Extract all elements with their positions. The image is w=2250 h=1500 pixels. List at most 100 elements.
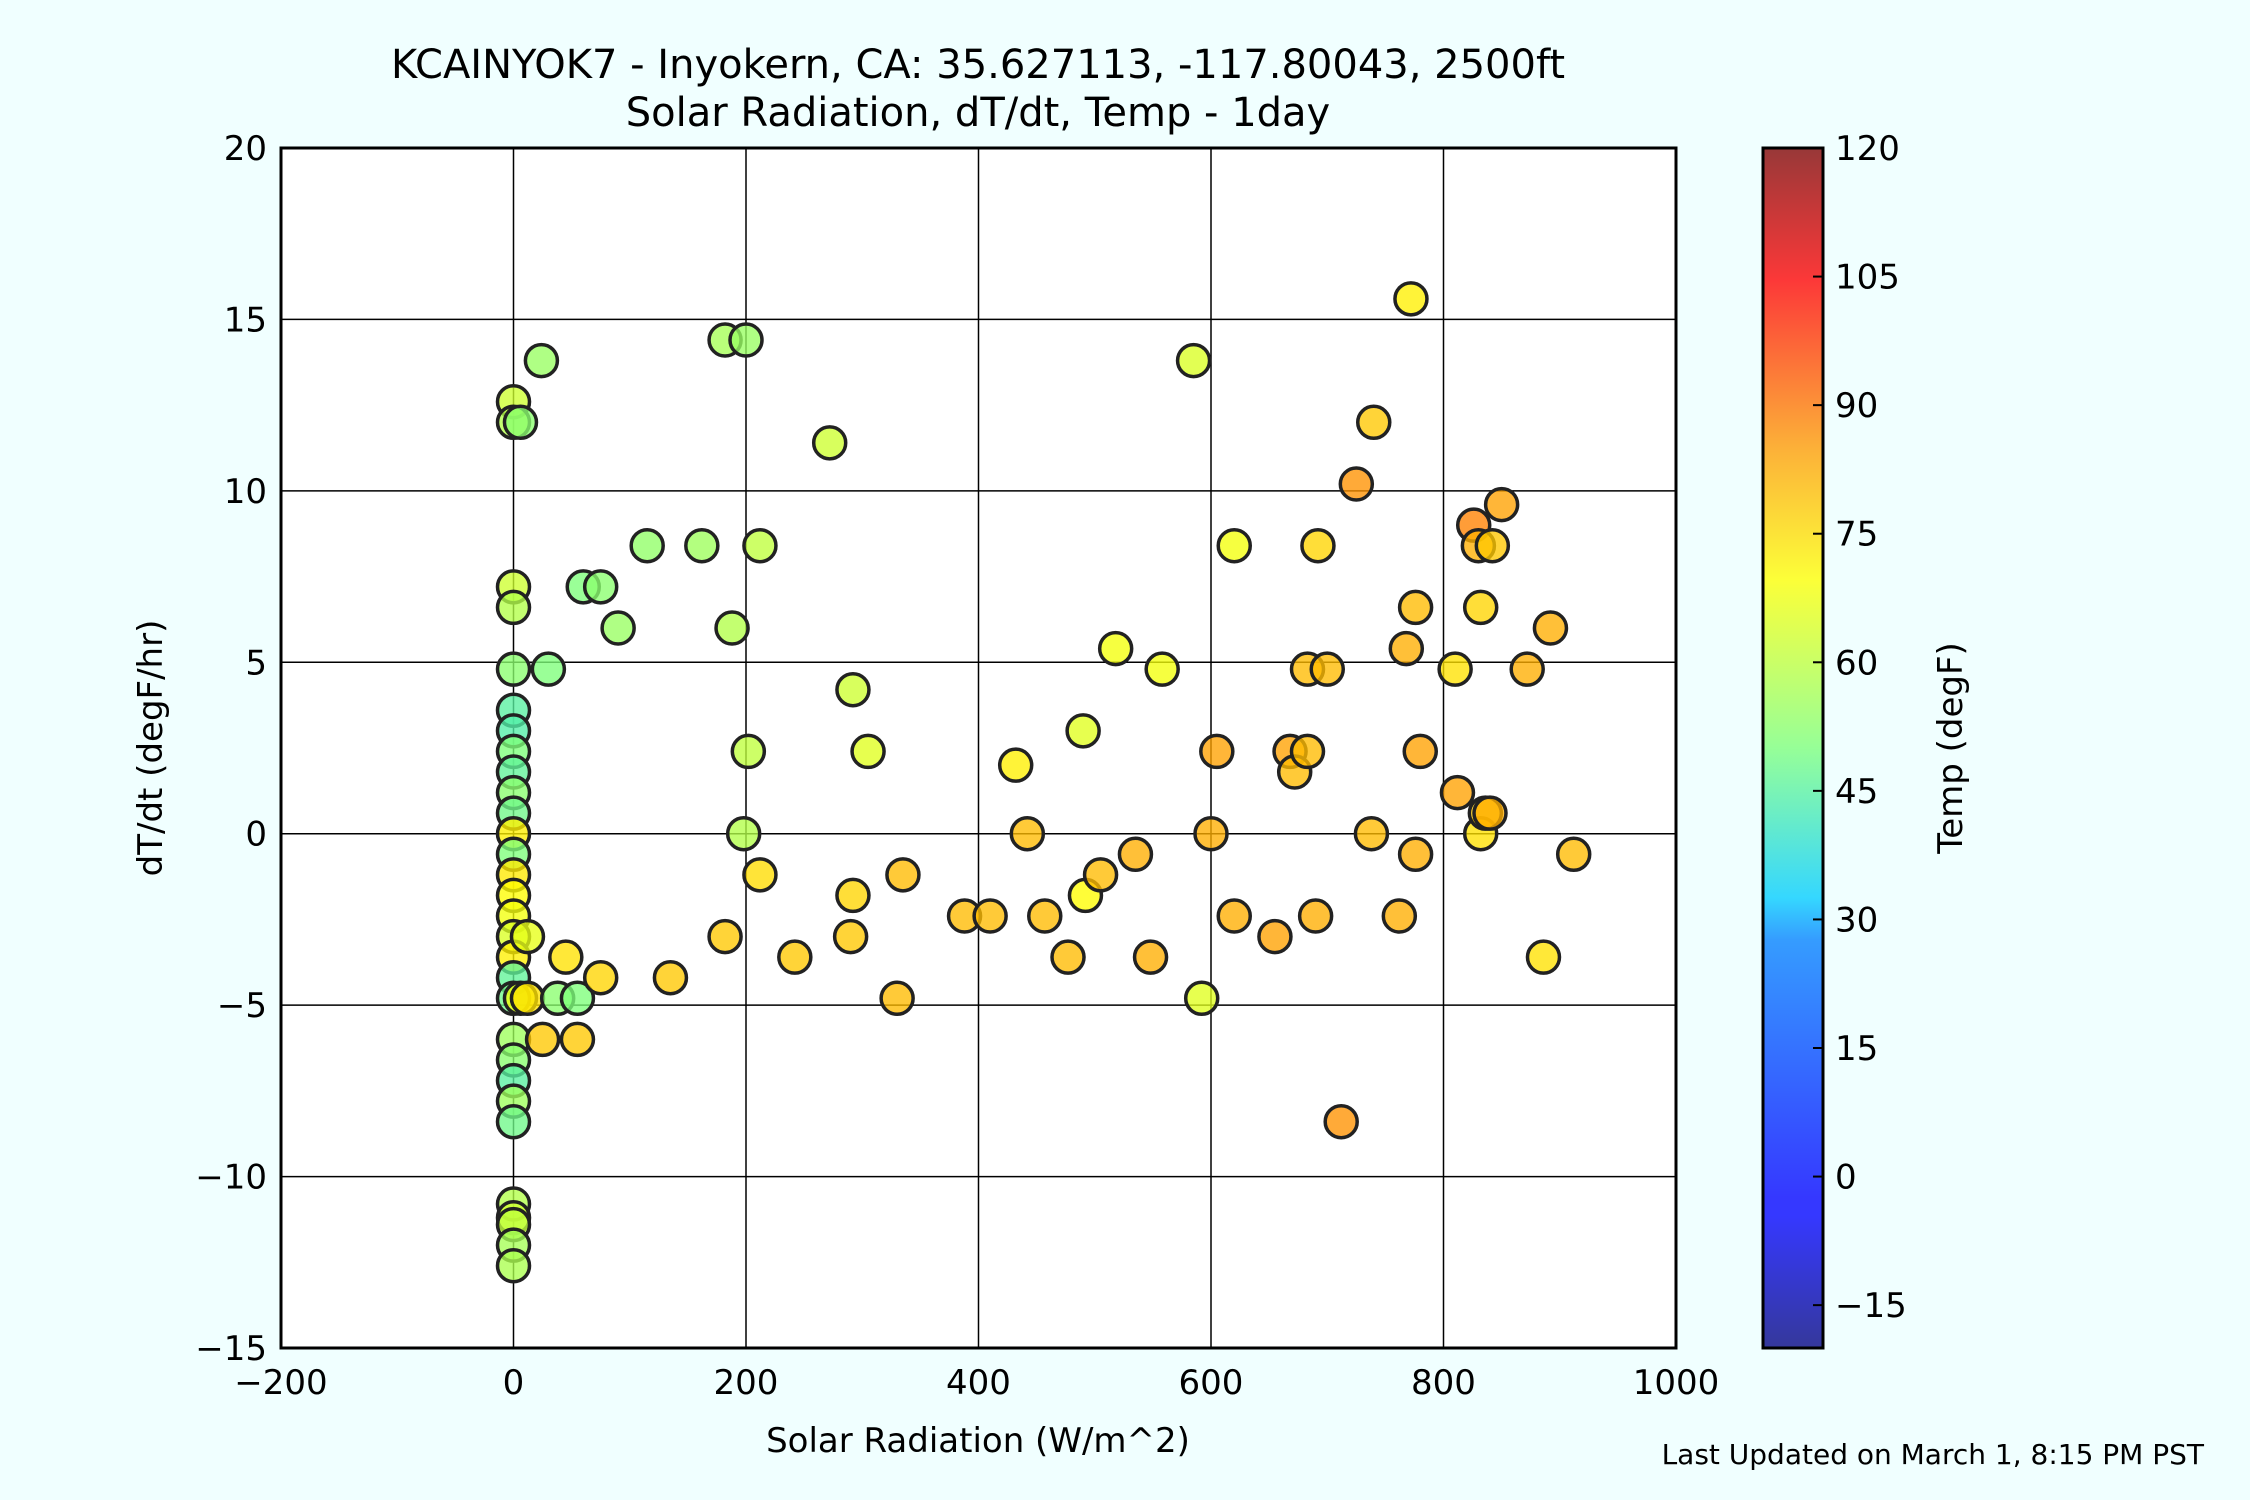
data-point (972, 898, 1008, 934)
data-point (1297, 898, 1334, 934)
colorbar-tick-label: 75 (1835, 515, 1878, 555)
data-point (652, 959, 689, 996)
data-point (811, 425, 848, 461)
data-point (707, 918, 743, 955)
data-point (1462, 589, 1499, 626)
data-point (1097, 630, 1134, 667)
data-point (1397, 836, 1434, 873)
data-point (559, 980, 596, 1017)
data-point (742, 857, 778, 893)
colorbar-tick-label: 120 (1835, 129, 1900, 169)
data-point (1397, 589, 1434, 626)
data-point (832, 918, 869, 955)
data-point (1353, 815, 1390, 852)
data-point (1027, 898, 1063, 934)
data-point (1402, 733, 1438, 770)
y-tick-label: −10 (195, 1158, 267, 1198)
data-point (997, 747, 1034, 783)
chart-title: KCAINYOK7 - Inyokern, CA: 35.627113, -11… (391, 42, 1565, 88)
colorbar-tick-label: 30 (1835, 900, 1878, 940)
data-point (1388, 630, 1425, 667)
colorbar (1761, 146, 1825, 1350)
data-point (1117, 836, 1154, 873)
data-point (1183, 980, 1220, 1017)
colorbar-tick-label: 90 (1835, 386, 1878, 426)
y-tick-label: 5 (245, 643, 267, 683)
data-points (495, 281, 1592, 1284)
data-point (879, 980, 915, 1017)
data-point (1065, 713, 1101, 749)
data-point (495, 1103, 532, 1140)
y-tick-label: 10 (224, 472, 267, 512)
colorbar-label: Temp (degF) (1931, 642, 1971, 855)
data-point (1309, 651, 1345, 687)
colorbar-tick-label: 0 (1835, 1158, 1857, 1198)
colorbar-tick-label: −15 (1835, 1286, 1907, 1326)
data-point (1257, 918, 1293, 955)
x-tick-label: 800 (1411, 1363, 1476, 1403)
colorbar-tick-label: 15 (1835, 1029, 1878, 1069)
data-point (1483, 486, 1520, 523)
data-point (728, 322, 764, 358)
colorbar-tick-label: 45 (1835, 772, 1878, 812)
data-point (509, 980, 546, 1017)
y-tick-label: −5 (217, 986, 267, 1026)
data-point (835, 671, 871, 708)
data-point (502, 404, 539, 441)
x-tick-label: 0 (503, 1363, 525, 1403)
y-tick-label: 15 (224, 300, 267, 340)
data-point (885, 857, 921, 893)
data-point (495, 651, 532, 687)
data-point (835, 877, 871, 914)
y-tick-label: 20 (224, 129, 267, 169)
colorbar-tick-label: 60 (1835, 643, 1878, 683)
y-tick-label: −15 (195, 1329, 267, 1369)
data-point (1199, 733, 1235, 770)
data-point (1193, 815, 1229, 852)
data-point (530, 651, 567, 687)
data-point (1437, 651, 1473, 687)
data-point (714, 610, 750, 646)
data-point (1509, 651, 1545, 687)
data-point (1472, 795, 1508, 831)
data-point (1082, 857, 1119, 893)
y-tick-label: 0 (245, 815, 267, 855)
x-tick-label: 400 (946, 1363, 1011, 1403)
data-point (1439, 774, 1476, 811)
data-point (850, 733, 886, 770)
x-tick-label: 600 (1179, 1363, 1244, 1403)
y-axis-ticks: −15 −10 −5 0 5 10 15 20 (195, 129, 267, 1369)
x-tick-label: −200 (234, 1363, 327, 1403)
data-point (1381, 898, 1418, 934)
data-point (1009, 815, 1046, 852)
data-point (1144, 651, 1180, 687)
colorbar-ticks: −15 0 15 30 45 60 75 90 105 120 (1813, 129, 1907, 1326)
data-point (1175, 342, 1212, 379)
data-point (582, 569, 619, 605)
data-point (1132, 939, 1169, 975)
data-point (730, 733, 767, 770)
data-point (1338, 466, 1375, 502)
chart-subtitle: Solar Radiation, dT/dt, Temp - 1day (626, 90, 1330, 136)
data-point (495, 589, 532, 626)
data-point (1216, 527, 1252, 564)
data-point (600, 610, 636, 646)
data-point (1555, 836, 1592, 873)
data-point (524, 1021, 561, 1058)
data-point (495, 1247, 532, 1284)
data-point (582, 959, 619, 996)
last-updated-text: Last Updated on March 1, 8:15 PM PST (1662, 1438, 2205, 1471)
x-axis-ticks: −200 0 200 400 600 800 1000 (234, 1363, 1719, 1403)
data-point (509, 918, 546, 955)
data-point (559, 1021, 596, 1058)
data-point (1216, 898, 1252, 934)
data-point (548, 939, 584, 975)
x-tick-label: 200 (714, 1363, 779, 1403)
data-point (1323, 1103, 1359, 1140)
y-axis-label: dT/dt (degF/hr) (131, 620, 171, 877)
data-point (629, 527, 665, 564)
data-point (1525, 939, 1562, 975)
data-point (523, 342, 560, 379)
data-point (777, 939, 813, 975)
